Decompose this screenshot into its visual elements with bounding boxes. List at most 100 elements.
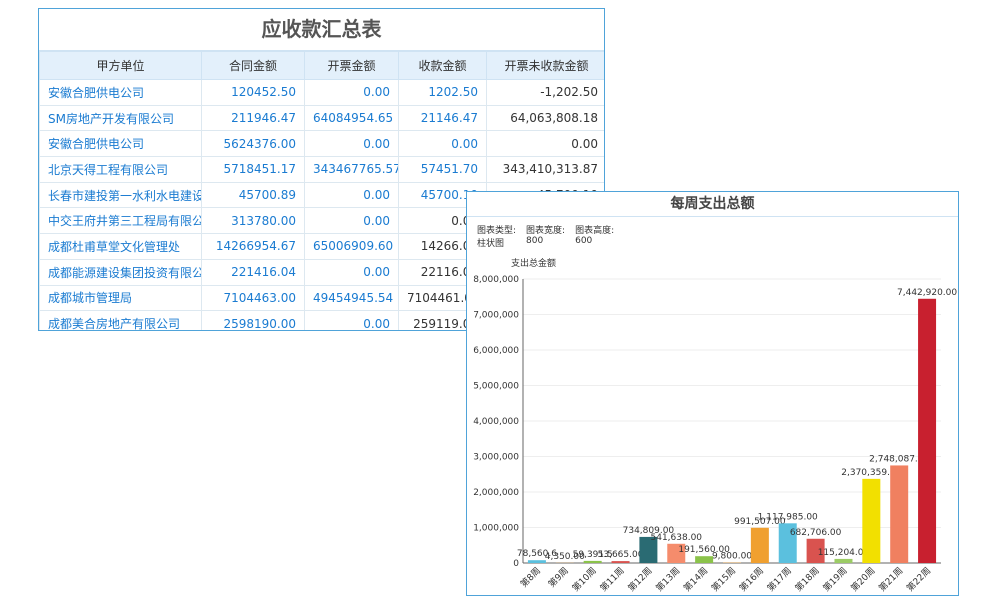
value-label: 7,442,920.00	[897, 288, 957, 298]
table-cell: 成都能源建设集团投资有限公司	[39, 258, 202, 286]
value-label: 59,391.5	[573, 550, 613, 560]
table-cell: 0.00	[304, 130, 399, 158]
control: 图表宽度: 800	[526, 223, 565, 249]
table-cell: 成都美合房地产有限公司	[39, 310, 202, 330]
table-cell: 0.00	[304, 181, 399, 209]
x-tick-label: 第17周	[765, 565, 794, 594]
value-label: 53,665.00	[598, 550, 644, 560]
bar	[834, 558, 853, 563]
y-tick-label: 5,000,000	[473, 382, 519, 392]
bar	[890, 465, 909, 563]
table-cell: 313780.00	[201, 207, 305, 235]
control-label: 图表类型:	[477, 226, 517, 236]
table-cell: 343,410,313.87	[486, 156, 604, 183]
table-cell: 成都杜甫草堂文化管理处	[39, 233, 202, 260]
table-cell: 211946.47	[201, 104, 305, 132]
select[interactable]: 800	[526, 236, 544, 246]
value-label: 1,117,985.00	[758, 512, 818, 522]
table-cell: 49454945.54	[304, 284, 399, 312]
table-cell: 0.00	[304, 79, 399, 106]
table-cell: 5624376.00	[201, 130, 305, 158]
table-cell: 0.00	[304, 258, 399, 286]
value-label: 2,748,087.00	[869, 454, 929, 464]
table-cell: 57451.70	[398, 156, 487, 183]
y-tick-label: 3,000,000	[473, 453, 519, 463]
bar	[918, 298, 937, 563]
x-tick-label: 第15周	[709, 565, 738, 594]
value-label: 541,638.00	[651, 533, 703, 543]
table-row: 安徽合肥供电公司 5624376.00 0.00 0.00 0.00	[39, 130, 604, 158]
table-cell: 中交王府井第三工程局有限公司	[39, 207, 202, 235]
x-tick-label: 第19周	[820, 565, 849, 594]
table-cell: 安徽合肥供电公司	[39, 130, 202, 158]
x-tick-label: 第16周	[737, 565, 766, 594]
x-tick-label: 第9周	[546, 565, 571, 590]
y-tick-label: 4,000,000	[473, 417, 519, 427]
bar	[750, 527, 769, 563]
x-tick-label: 第12周	[625, 565, 654, 594]
table-cell: 45700.89	[201, 181, 305, 209]
control-label: 图表高度:	[575, 226, 615, 236]
select[interactable]: 柱状图	[477, 239, 505, 249]
table-cell: 0.00	[304, 310, 399, 330]
table-cell: 5718451.17	[201, 156, 305, 183]
control: 图表类型: 柱状图	[477, 223, 516, 249]
bar	[527, 560, 546, 563]
value-label: 991,507.00	[734, 517, 786, 527]
x-tick-label: 第18周	[792, 565, 821, 594]
column-header: 开票未收款金额	[486, 51, 604, 80]
x-tick-label: 第22周	[904, 565, 933, 594]
table-cell: -1,202.50	[486, 79, 604, 106]
bar	[583, 560, 602, 563]
control-label: 图表宽度:	[526, 226, 566, 236]
y-tick-label: 0	[513, 559, 519, 569]
table-cell: 0.00	[304, 207, 399, 235]
value-label: 9,800.00	[712, 552, 752, 562]
chart: 支出总金额 0 1,000,000 2,000,000 3,000,000 4,000,0…	[473, 257, 957, 594]
table-cell: 1202.50	[398, 79, 487, 106]
table-cell: SM房地产开发有限公司	[39, 104, 202, 132]
column-header: 合同金额	[201, 51, 305, 80]
table-cell: 14266954.67	[201, 233, 305, 260]
receivable-table-panel: 应收款汇总表 甲方单位 合同金额 开票金额 收款金额 开票未收款金额 安徽合肥供电公司 1…	[38, 8, 605, 331]
x-tick-label: 第21周	[876, 565, 905, 594]
value-label: 78,560.6	[517, 549, 557, 559]
table-cell: 64,063,808.18	[486, 104, 604, 132]
y-axis-title: 支出总金额	[511, 257, 556, 269]
bar	[862, 478, 881, 563]
table-cell: 安徽合肥供电公司	[39, 79, 202, 106]
column-header: 甲方单位	[39, 51, 202, 80]
value-label: 191,560.00	[678, 545, 730, 555]
header-row: 甲方单位 合同金额 开票金额 收款金额 开票未收款金额	[39, 51, 604, 80]
table-row: 成都城市管理局 7104463.00 49454945.54 7104461.00	[39, 284, 605, 312]
table-row: 成都能源建设集团投资有限公司 221416.04 0.00 22116.00	[39, 258, 605, 286]
bar	[611, 561, 630, 563]
table-row: 安徽合肥供电公司 120452.50 0.00 1202.50 -1,202.50	[39, 79, 604, 106]
x-tick-label: 第13周	[653, 565, 682, 594]
bar	[667, 543, 686, 563]
table-cell: 0.00	[398, 130, 487, 158]
value-label: 4,350.00	[545, 552, 585, 562]
table-cell: 64084954.65	[304, 104, 399, 132]
table-cell: 7104463.00	[201, 284, 305, 312]
table-cell: 21146.47	[398, 104, 487, 132]
table-cell: 2598190.00	[201, 310, 305, 330]
value-label: 2,370,359.00	[841, 468, 901, 478]
table-cell: 221416.04	[201, 258, 305, 286]
table-cell: 0.00	[486, 130, 604, 158]
value-label: 682,706.00	[790, 528, 842, 538]
x-tick-label: 第11周	[597, 565, 626, 594]
bar	[695, 556, 714, 563]
y-tick-label: 7,000,000	[473, 311, 519, 321]
bar	[806, 538, 825, 563]
table-row: SM房地产开发有限公司 211946.47 64084954.65 21146.47 6…	[39, 104, 604, 132]
control: 图表高度: 600	[575, 223, 614, 249]
table-cell: 65006909.60	[304, 233, 399, 260]
select[interactable]: 600	[575, 236, 593, 246]
value-label: 734,809.00	[623, 526, 675, 536]
chart-panel-title: 每周支出总额	[467, 192, 958, 217]
y-tick-label: 8,000,000	[473, 275, 519, 285]
value-label: 115,204.00	[818, 548, 870, 558]
table-row: 成都美合房地产有限公司 2598190.00 0.00 259119.00	[39, 310, 605, 330]
